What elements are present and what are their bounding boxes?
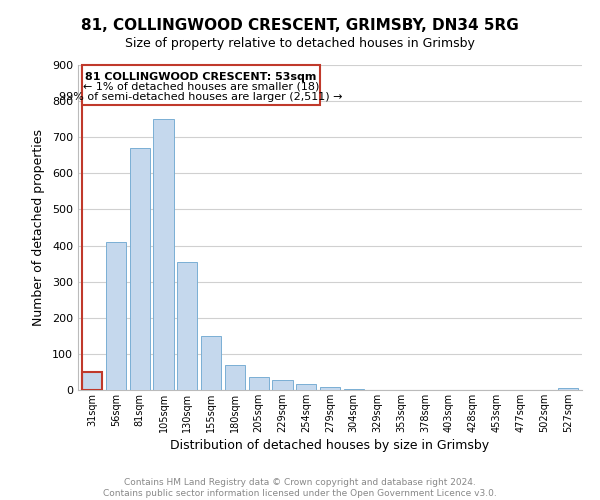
Bar <box>225 364 245 390</box>
Bar <box>82 372 103 390</box>
Bar <box>154 119 173 390</box>
Text: 99% of semi-detached houses are larger (2,511) →: 99% of semi-detached houses are larger (… <box>59 92 343 102</box>
Bar <box>557 388 578 390</box>
Bar <box>130 148 150 390</box>
Text: Contains HM Land Registry data © Crown copyright and database right 2024.
Contai: Contains HM Land Registry data © Crown c… <box>103 478 497 498</box>
Text: 81 COLLINGWOOD CRESCENT: 53sqm: 81 COLLINGWOOD CRESCENT: 53sqm <box>85 72 317 82</box>
Text: ← 1% of detached houses are smaller (18): ← 1% of detached houses are smaller (18) <box>83 82 319 92</box>
Y-axis label: Number of detached properties: Number of detached properties <box>32 129 45 326</box>
Bar <box>201 336 221 390</box>
Bar <box>320 387 340 390</box>
X-axis label: Distribution of detached houses by size in Grimsby: Distribution of detached houses by size … <box>170 439 490 452</box>
Bar <box>177 262 197 390</box>
Bar <box>248 376 269 390</box>
Bar <box>106 242 126 390</box>
Bar <box>296 384 316 390</box>
Bar <box>272 380 293 390</box>
Text: 81, COLLINGWOOD CRESCENT, GRIMSBY, DN34 5RG: 81, COLLINGWOOD CRESCENT, GRIMSBY, DN34 … <box>81 18 519 32</box>
Text: Size of property relative to detached houses in Grimsby: Size of property relative to detached ho… <box>125 38 475 51</box>
Bar <box>82 65 320 104</box>
Bar <box>344 389 364 390</box>
